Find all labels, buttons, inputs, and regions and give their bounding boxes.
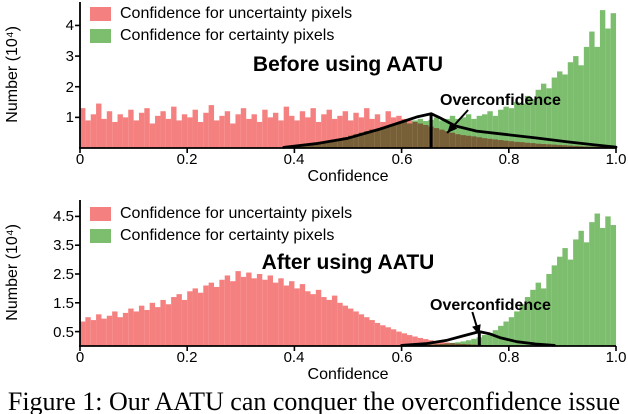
y-axis-label: Number (10⁴) bbox=[4, 224, 21, 321]
x-tick: 0.4 bbox=[283, 349, 305, 366]
overlap-outline-curve bbox=[400, 330, 556, 347]
legend: Confidence for uncertainty pixels Confid… bbox=[90, 5, 352, 44]
legend-label-certainty: Confidence for certainty pixels bbox=[120, 27, 335, 44]
overconfidence-annotation: Overconfidence bbox=[430, 297, 551, 314]
chart-before-aatu: Number (10⁴) Confidence for uncertainty … bbox=[0, 0, 628, 186]
x-tick: 0 bbox=[75, 151, 85, 168]
certainty-color-swatch bbox=[90, 228, 111, 243]
x-tick: 0.2 bbox=[176, 349, 198, 366]
uncertainty-color-swatch bbox=[90, 206, 111, 221]
y-tick: 0.5 bbox=[53, 324, 74, 341]
x-tick: 0.4 bbox=[283, 151, 305, 168]
x-tick: 0.8 bbox=[498, 349, 520, 366]
uncertainty-color-swatch bbox=[90, 6, 111, 21]
legend-item-uncertainty: Confidence for uncertainty pixels bbox=[90, 205, 352, 222]
before-histogram-canvas bbox=[75, 2, 618, 153]
x-axis-label: Confidence bbox=[307, 168, 389, 185]
y-tick: 1.5 bbox=[53, 295, 74, 312]
legend: Confidence for uncertainty pixels Confid… bbox=[90, 205, 352, 244]
legend-item-uncertainty: Confidence for uncertainty pixels bbox=[90, 5, 352, 22]
after-histogram-canvas bbox=[75, 200, 617, 351]
y-tick: 2.5 bbox=[53, 266, 74, 283]
y-tick: 3.5 bbox=[53, 237, 74, 254]
x-tick: 0.6 bbox=[391, 349, 413, 366]
x-tick: 0.2 bbox=[176, 151, 198, 168]
legend-label-certainty: Confidence for certainty pixels bbox=[120, 227, 335, 244]
annotation-arrowhead bbox=[472, 324, 481, 336]
x-tick: 0.8 bbox=[498, 151, 520, 168]
y-tick: 2 bbox=[65, 79, 74, 96]
legend-label-uncertainty: Confidence for uncertainty pixels bbox=[120, 205, 353, 222]
certainty-histogram bbox=[401, 213, 617, 346]
overlap-outline-curve bbox=[282, 112, 618, 149]
certainty-color-swatch bbox=[90, 28, 111, 43]
uncertainty-histogram bbox=[80, 271, 536, 346]
x-tick: 1.0 bbox=[605, 151, 627, 168]
y-tick: 1 bbox=[65, 109, 74, 126]
legend-item-certainty: Confidence for certainty pixels bbox=[90, 227, 352, 244]
chart-title: After using AATU bbox=[261, 251, 435, 274]
chart-after-aatu: Number (10⁴) Confidence for uncertainty … bbox=[0, 194, 628, 386]
y-tick: 3 bbox=[65, 48, 74, 65]
annotation-arrowhead bbox=[447, 122, 458, 133]
overconfidence-annotation: Overconfidence bbox=[440, 92, 561, 109]
y-axis-label: Number (10⁴) bbox=[4, 26, 21, 123]
chart-title: Before using AATU bbox=[252, 53, 444, 76]
x-tick: 1.0 bbox=[605, 349, 627, 366]
legend-item-certainty: Confidence for certainty pixels bbox=[90, 27, 352, 44]
figure-caption: Figure 1: Our AATU can conquer the overc… bbox=[7, 387, 621, 414]
y-tick: 4 bbox=[65, 17, 74, 34]
x-axis-label: Confidence bbox=[307, 366, 389, 383]
x-tick: 0 bbox=[75, 349, 85, 366]
legend-label-uncertainty: Confidence for uncertainty pixels bbox=[120, 5, 353, 22]
y-tick: 4.5 bbox=[53, 208, 74, 225]
x-tick: 0.6 bbox=[391, 151, 413, 168]
